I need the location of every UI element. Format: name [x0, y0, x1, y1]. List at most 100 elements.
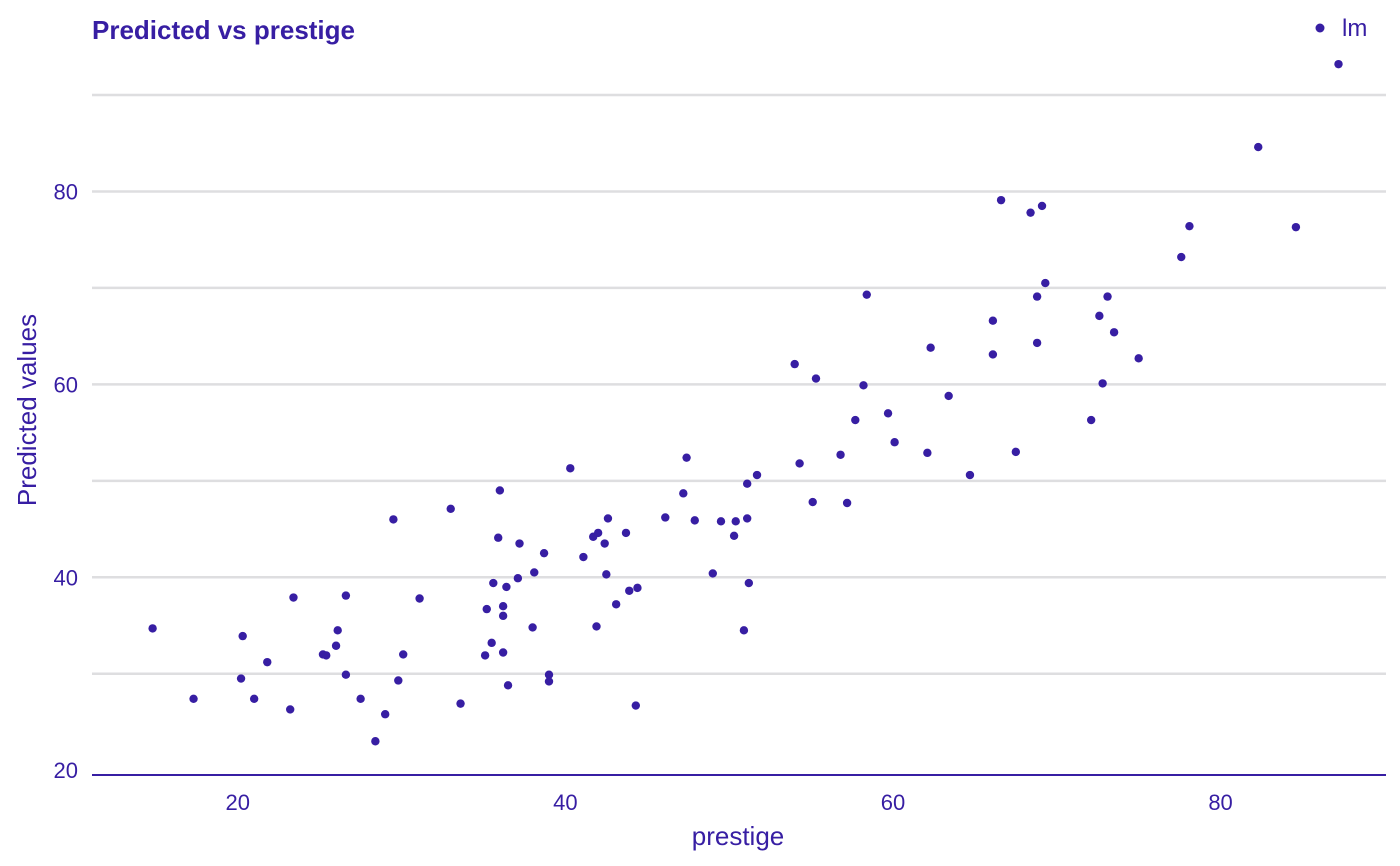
- data-point: [742, 514, 752, 523]
- y-tick-label: 60: [54, 372, 78, 397]
- data-point: [621, 528, 631, 538]
- x-axis-label: prestige: [692, 821, 785, 851]
- x-tick-labels: 20 40 60 80: [226, 790, 1233, 815]
- data-point: [742, 479, 752, 488]
- data-point: [528, 623, 537, 632]
- data-point: [480, 651, 490, 660]
- data-point: [399, 650, 408, 659]
- data-point: [263, 657, 272, 667]
- data-point: [996, 195, 1006, 205]
- data-point: [851, 415, 860, 425]
- data-point: [611, 600, 621, 609]
- data-point: [189, 694, 198, 704]
- data-point: [1291, 222, 1301, 232]
- data-point: [859, 381, 868, 390]
- data-point: [926, 343, 935, 352]
- data-point: [1041, 278, 1050, 288]
- data-point: [456, 699, 465, 708]
- data-point: [1177, 252, 1186, 262]
- data-point: [389, 515, 398, 524]
- data-point: [530, 568, 539, 577]
- data-point: [1098, 379, 1107, 388]
- data-point: [923, 448, 932, 458]
- data-point: [944, 391, 953, 401]
- data-point: [1095, 311, 1104, 321]
- chart-title: Predicted vs prestige: [92, 15, 355, 45]
- data-point: [593, 528, 603, 538]
- y-tick-label: 40: [54, 565, 78, 590]
- data-point: [883, 409, 893, 418]
- data-point: [446, 504, 455, 513]
- data-point: [862, 290, 871, 299]
- data-point: [503, 681, 513, 690]
- data-point: [544, 677, 554, 686]
- y-tick-label: 80: [54, 179, 78, 204]
- data-point: [1037, 201, 1047, 211]
- x-tick-label: 40: [553, 790, 577, 815]
- data-point: [566, 464, 575, 473]
- data-point: [679, 489, 688, 498]
- data-point: [1254, 142, 1263, 152]
- data-point: [380, 710, 390, 719]
- data-point: [579, 552, 588, 562]
- data-point: [1086, 415, 1096, 425]
- data-point: [356, 694, 365, 704]
- y-axis-label: Predicted values: [12, 314, 42, 506]
- data-point: [716, 517, 726, 526]
- data-point: [836, 450, 845, 459]
- data-point: [487, 638, 496, 648]
- data-point: [341, 591, 351, 600]
- data-point: [729, 531, 739, 540]
- data-point: [498, 648, 508, 657]
- data-point: [333, 626, 342, 635]
- data-point: [1032, 338, 1042, 348]
- data-point: [415, 594, 424, 603]
- data-point: [331, 641, 341, 650]
- x-tick-label: 60: [881, 790, 905, 815]
- data-point: [482, 604, 491, 614]
- data-point: [592, 622, 601, 631]
- data-point: [502, 582, 511, 592]
- data-point: [1032, 292, 1042, 301]
- data-point: [515, 539, 524, 548]
- data-point: [731, 517, 740, 526]
- data-point: [1011, 447, 1021, 457]
- data-points: [148, 59, 1343, 746]
- data-point: [988, 350, 998, 359]
- data-point: [603, 514, 613, 523]
- data-point: [633, 583, 642, 593]
- data-point: [600, 539, 609, 548]
- data-point: [1134, 354, 1143, 363]
- data-point: [1334, 59, 1343, 69]
- data-point: [795, 459, 804, 468]
- x-tick-label: 20: [226, 790, 250, 815]
- data-point: [739, 626, 749, 635]
- data-point: [322, 651, 331, 660]
- y-tick-labels: 20 40 60 80: [54, 179, 78, 783]
- legend: lm: [1315, 15, 1367, 42]
- data-point: [988, 316, 998, 325]
- data-point: [394, 676, 403, 685]
- data-point: [1103, 292, 1112, 301]
- data-point: [661, 513, 670, 522]
- data-point: [289, 593, 298, 602]
- data-point: [148, 624, 157, 633]
- data-point: [708, 569, 717, 578]
- data-point: [513, 574, 523, 583]
- y-tick-label: 20: [54, 758, 78, 783]
- legend-label-lm: lm: [1342, 15, 1367, 42]
- data-point: [842, 498, 852, 508]
- data-point: [236, 674, 246, 683]
- data-point: [249, 694, 259, 704]
- data-point: [238, 631, 247, 641]
- data-point: [811, 374, 821, 383]
- gridlines: [92, 93, 1386, 675]
- data-point: [631, 701, 641, 710]
- data-point: [602, 570, 611, 579]
- data-point: [752, 470, 762, 480]
- data-point: [371, 737, 380, 746]
- data-point: [965, 470, 975, 480]
- data-point: [285, 705, 295, 714]
- data-point: [498, 611, 508, 621]
